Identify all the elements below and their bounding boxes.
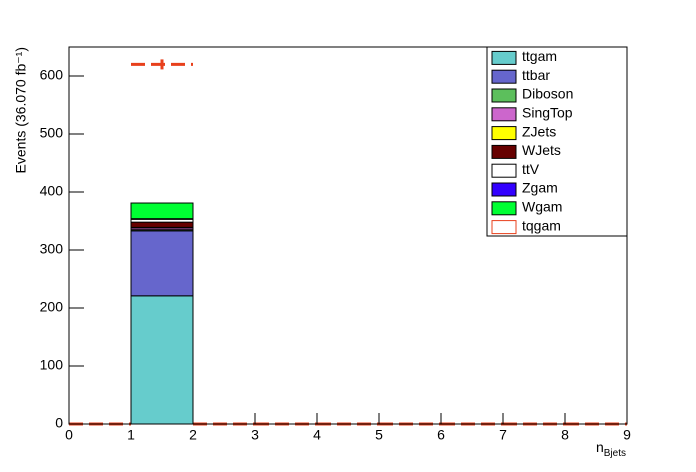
legend-swatch	[491, 163, 517, 178]
x-axis-label-main: n	[596, 439, 604, 455]
legend-swatch	[491, 126, 517, 141]
bar-segment	[130, 202, 194, 220]
legend-label: Diboson	[522, 86, 573, 102]
legend-label: WJets	[522, 142, 561, 158]
bar-segment	[130, 221, 194, 228]
y-tick-label: 200	[40, 299, 64, 315]
x-tick-label: 9	[623, 427, 631, 443]
legend-swatch	[491, 201, 517, 216]
x-tick-label: 2	[189, 427, 197, 443]
y-tick-label: 400	[40, 183, 64, 199]
legend-swatch	[491, 50, 517, 65]
x-tick-label: 8	[561, 427, 569, 443]
x-tick-label: 5	[375, 427, 383, 443]
x-axis-label-sub: Bjets	[604, 448, 626, 459]
x-axis-label: nBjets	[596, 439, 626, 459]
y-tick-label: 300	[40, 241, 64, 257]
x-tick-label: 0	[65, 427, 73, 443]
y-tick-label: 600	[40, 67, 64, 83]
bar-segment	[130, 295, 194, 425]
legend-label: ttbar	[522, 67, 550, 83]
legend-label: ttV	[522, 161, 540, 177]
bar-segment	[130, 230, 194, 297]
legend-swatch	[491, 144, 517, 159]
legend-label: ZJets	[522, 123, 556, 139]
y-tick-label: 0	[55, 415, 63, 431]
legend-label: Zgam	[522, 180, 558, 196]
legend-label: Wgam	[522, 199, 562, 215]
x-tick-label: 6	[437, 427, 445, 443]
legend-swatch	[491, 88, 517, 103]
y-tick-label: 500	[40, 125, 64, 141]
y-axis-label: Events (36.070 fb⁻¹)	[13, 47, 29, 173]
x-tick-label: 3	[251, 427, 259, 443]
legend-swatch	[491, 69, 517, 84]
legend-swatch	[491, 107, 517, 122]
legend-label: SingTop	[522, 105, 573, 121]
x-tick-label: 4	[313, 427, 321, 443]
legend-label: tqgam	[522, 217, 561, 233]
x-tick-label: 1	[127, 427, 135, 443]
x-tick-label: 7	[499, 427, 507, 443]
legend-label: ttgam	[522, 48, 557, 64]
y-tick-label: 100	[40, 357, 64, 373]
legend-swatch	[491, 220, 517, 235]
legend-swatch	[491, 182, 517, 197]
